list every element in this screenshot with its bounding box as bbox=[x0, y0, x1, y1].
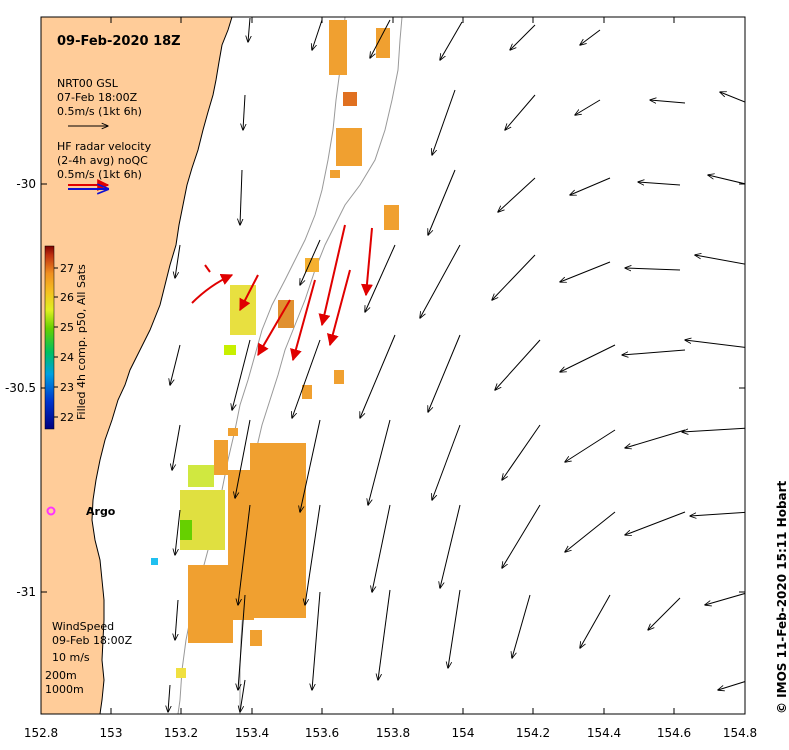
colorbar-tick-label: 25 bbox=[60, 321, 74, 334]
x-tick-label: 154.6 bbox=[657, 726, 691, 740]
land-mass bbox=[41, 17, 233, 714]
colorbar-ticks bbox=[54, 267, 58, 418]
x-tick-label: 153.4 bbox=[235, 726, 269, 740]
colorbar-tick-label: 24 bbox=[60, 351, 74, 364]
argo-float-marker bbox=[46, 506, 56, 516]
colorbar bbox=[44, 245, 55, 430]
gsl-legend-line3: 0.5m/s (1kt 6h) bbox=[57, 105, 142, 118]
gsl-legend-line1: NRT00 GSL bbox=[57, 77, 119, 90]
map-title: 09-Feb-2020 18Z bbox=[57, 34, 181, 49]
depth-legend-200m: 200m bbox=[45, 669, 77, 682]
colorbar-tick-label: 23 bbox=[60, 381, 74, 394]
x-tick-label: 152.8 bbox=[24, 726, 58, 740]
x-tick-label: 153.2 bbox=[164, 726, 198, 740]
x-tick-label: 154.2 bbox=[516, 726, 550, 740]
radar-legend-line3: 0.5m/s (1kt 6h) bbox=[57, 168, 142, 181]
sst-pixels bbox=[176, 20, 399, 678]
wind-legend-line3: 10 m/s bbox=[52, 651, 90, 664]
x-tick-label: 154 bbox=[452, 726, 475, 740]
argo-label: Argo bbox=[86, 505, 116, 518]
gsl-legend-line2: 07-Feb 18:00Z bbox=[57, 91, 138, 104]
colorbar-label: Filled 4h comp. p50, All Sats bbox=[75, 264, 88, 420]
x-tick-label: 153 bbox=[100, 726, 123, 740]
colorbar-tick-label: 27 bbox=[60, 262, 74, 275]
colorbar-tick-label: 26 bbox=[60, 291, 74, 304]
x-tick-label: 153.8 bbox=[376, 726, 410, 740]
y-tick-label: -31 bbox=[16, 585, 36, 599]
wind-legend-line2: 09-Feb 18:00Z bbox=[52, 634, 133, 647]
station-marker bbox=[151, 558, 158, 565]
y-tick-label: -30 bbox=[16, 177, 36, 191]
imos-credit: © IMOS 11-Feb-2020 15:11 Hobart bbox=[775, 480, 789, 714]
x-tick-label: 153.6 bbox=[305, 726, 339, 740]
axis-ticks bbox=[40, 17, 746, 714]
radar-legend-line1: HF radar velocity bbox=[57, 140, 152, 153]
x-tick-label: 154.4 bbox=[587, 726, 621, 740]
depth-legend-1000m: 1000m bbox=[45, 683, 84, 696]
hf-radar-arrows bbox=[191, 224, 373, 362]
y-tick-label: -30.5 bbox=[5, 381, 36, 395]
wind-arrows bbox=[168, 17, 745, 712]
wind-legend-line1: WindSpeed bbox=[52, 620, 114, 633]
radar-legend-line2: (2-4h avg) noQC bbox=[57, 154, 148, 167]
x-tick-label: 154.8 bbox=[723, 726, 757, 740]
colorbar-tick-label: 22 bbox=[60, 411, 74, 424]
